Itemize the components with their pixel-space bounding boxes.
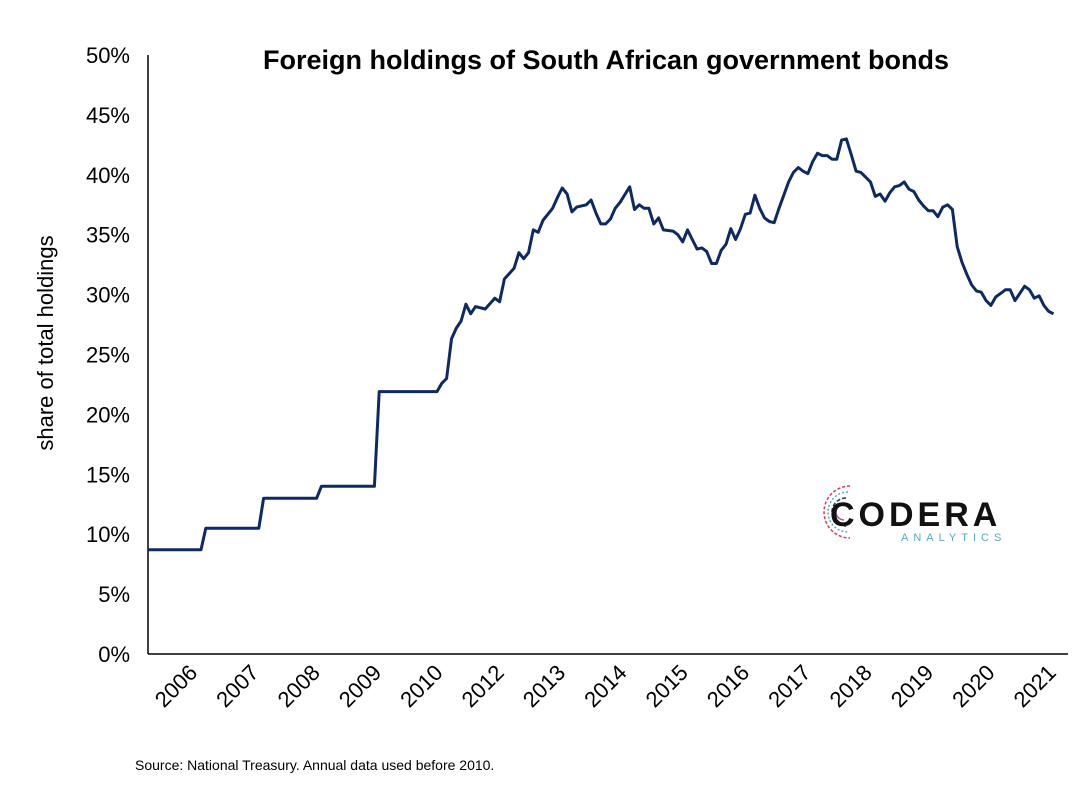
x-tick-label: 2021	[1009, 660, 1061, 712]
x-tick-label: 2015	[641, 660, 693, 712]
y-tick-label: 15%	[86, 462, 130, 487]
source-note: Source: National Treasury. Annual data u…	[135, 757, 494, 773]
y-tick-label: 10%	[86, 522, 130, 547]
x-tick-label: 2017	[763, 660, 815, 712]
logo-main-text: CODERA	[830, 496, 1001, 534]
x-tick-label: 2006	[150, 660, 202, 712]
x-tick-label: 2010	[395, 660, 447, 712]
y-tick-label: 50%	[86, 43, 130, 68]
x-tick-label: 2019	[886, 660, 938, 712]
x-tick-label: 2014	[579, 660, 631, 712]
x-axis-ticks: 2006 2007 2008 2009 2010 2012 2013 2014 2015 2016…	[150, 660, 1061, 712]
logo-mark-icon	[823, 485, 851, 539]
x-tick-label: 2012	[457, 660, 509, 712]
y-tick-label: 20%	[86, 402, 130, 427]
x-tick-label: 2020	[947, 660, 999, 712]
y-tick-label: 30%	[86, 283, 130, 308]
y-tick-label: 25%	[86, 343, 130, 368]
y-tick-label: 40%	[86, 163, 130, 188]
x-tick-label: 2009	[334, 660, 386, 712]
y-tick-label: 45%	[86, 103, 130, 128]
y-tick-label: 5%	[98, 582, 130, 607]
series-line	[148, 137, 1055, 552]
codera-logo: CODERA ANALYTICS	[823, 485, 1006, 544]
x-tick-label: 2008	[273, 660, 325, 712]
y-tick-label: 0%	[98, 642, 130, 667]
x-tick-label: 2016	[702, 660, 754, 712]
y-axis-label: share of total holdings	[33, 235, 58, 450]
logo-sub-text: ANALYTICS	[901, 532, 1006, 544]
x-tick-label: 2013	[518, 660, 570, 712]
chart-title: Foreign holdings of South African govern…	[263, 45, 949, 75]
x-tick-label: 2007	[211, 660, 263, 712]
y-tick-label: 35%	[86, 223, 130, 248]
x-tick-label: 2018	[825, 660, 877, 712]
y-axis-ticks: 0% 5% 10% 15% 20% 25% 30% 35% 40% 45% 50%	[86, 43, 130, 667]
